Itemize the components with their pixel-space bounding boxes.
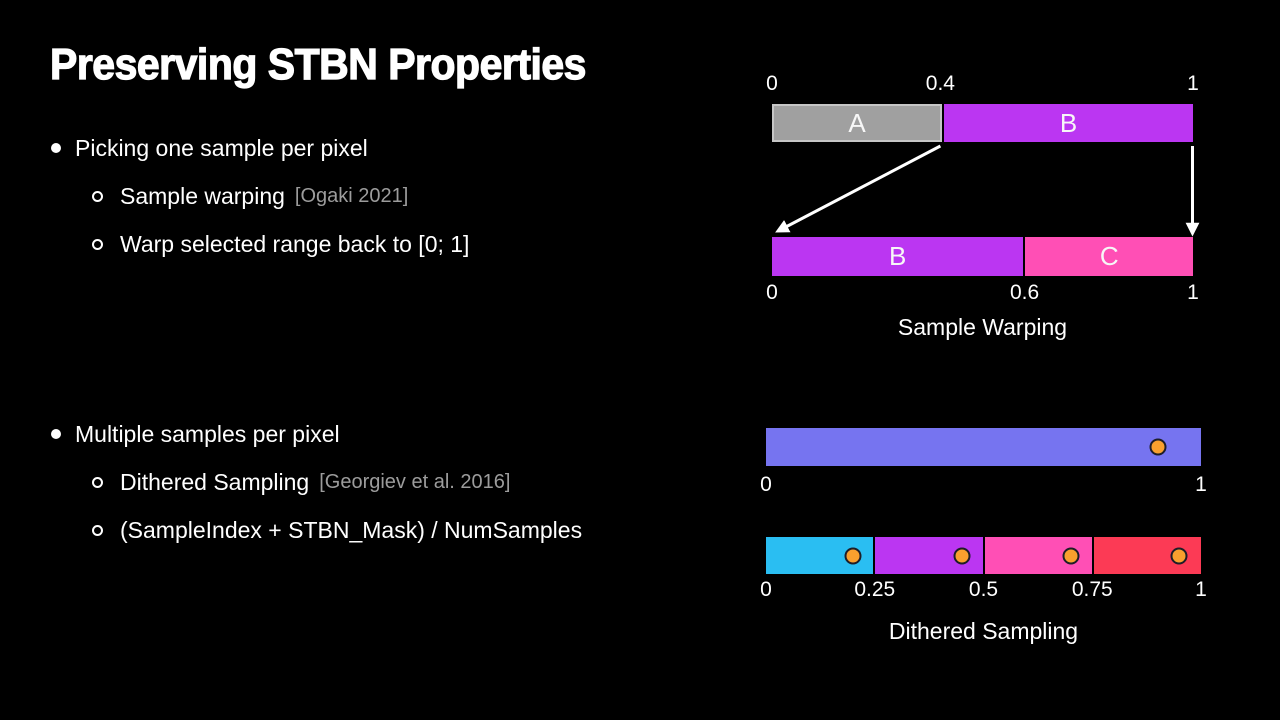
axis-tick-label: 1 [1187, 281, 1199, 304]
axis-tick-label: 0 [760, 578, 772, 601]
sub-bullet-marker [92, 524, 103, 536]
axis-tick-label: 0.6 [1009, 281, 1040, 304]
multi-sample-bar [766, 537, 1201, 574]
page-title: Preserving STBN Properties [49, 39, 587, 89]
bullet-group-one-sample: Picking one sample per pixel Sample warpi… [50, 134, 469, 278]
sub-bullet-label: Warp selected range back to [0; 1] [120, 230, 470, 257]
sub-bullet-marker [92, 190, 103, 202]
sub-bullet-item: Warp selected range back to [0; 1] [92, 230, 469, 258]
axis-tick-label: 0.75 [1071, 578, 1113, 601]
dithered-sampling-caption: Dithered Sampling [888, 618, 1079, 644]
citation: [Ogaki 2021] [294, 184, 409, 207]
axis-tick-label: 0 [760, 473, 772, 496]
sub-bullet-label: Dithered Sampling [120, 468, 310, 495]
sample-dot-icon [1170, 547, 1188, 564]
axis-tick-label: 0 [766, 281, 778, 304]
warp-arrows [775, 144, 1200, 237]
axis-tick-label: 0.25 [854, 578, 896, 601]
range-segment: B [772, 237, 1024, 276]
sample-dot-icon [844, 547, 862, 564]
axis-tick-label: 0.4 [925, 72, 955, 95]
bullet-label: Picking one sample per pixel [75, 134, 368, 161]
sample-warping-caption: Sample Warping [897, 314, 1068, 340]
sub-bullet-label: Sample warping [120, 182, 285, 209]
axis-tick-label: 1 [1195, 578, 1207, 601]
range-segment [766, 428, 1201, 466]
sample-dot-icon [953, 547, 971, 564]
single-sample-bar [766, 428, 1201, 466]
range-segment: B [944, 104, 1193, 142]
sub-bullet-item: Dithered Sampling [Georgiev et al. 2016] [92, 468, 582, 496]
range-segment: C [1025, 237, 1193, 276]
sub-bullet-label: (SampleIndex + STBN_Mask) / NumSamples [120, 516, 583, 543]
axis-tick-label: 1 [1187, 72, 1199, 95]
source-bar-axis: 0 0.4 1 [766, 72, 1199, 98]
bullet-item: Multiple samples per pixel [50, 420, 582, 448]
sample-dot-icon [1062, 547, 1079, 564]
sub-bullet-item: Sample warping [Ogaki 2021] [92, 182, 469, 210]
sub-bullet-item: (SampleIndex + STBN_Mask) / NumSamples [92, 516, 582, 544]
bullet-marker [51, 143, 61, 153]
bullet-label: Multiple samples per pixel [75, 420, 340, 447]
axis-tick-label: 0.5 [968, 578, 999, 601]
sub-bullet-marker [92, 476, 103, 488]
citation: [Georgiev et al. 2016] [319, 470, 511, 493]
sample-dot-icon [1149, 438, 1166, 456]
axis-tick-label: 0 [766, 72, 778, 95]
sub-bullet-marker [92, 238, 103, 250]
range-segment: A [772, 104, 942, 142]
warped-bar-axis: 0 0.6 1 [766, 281, 1199, 307]
bullet-marker [51, 429, 61, 439]
axis-tick-label: 1 [1195, 473, 1207, 496]
warp-arrow-left-icon [775, 144, 942, 233]
multi-sample-axis: 0 0.25 0.5 0.75 1 [760, 578, 1207, 604]
bullet-item: Picking one sample per pixel [50, 134, 469, 162]
bullet-group-multi-sample: Multiple samples per pixel Dithered Sampl… [50, 420, 582, 564]
